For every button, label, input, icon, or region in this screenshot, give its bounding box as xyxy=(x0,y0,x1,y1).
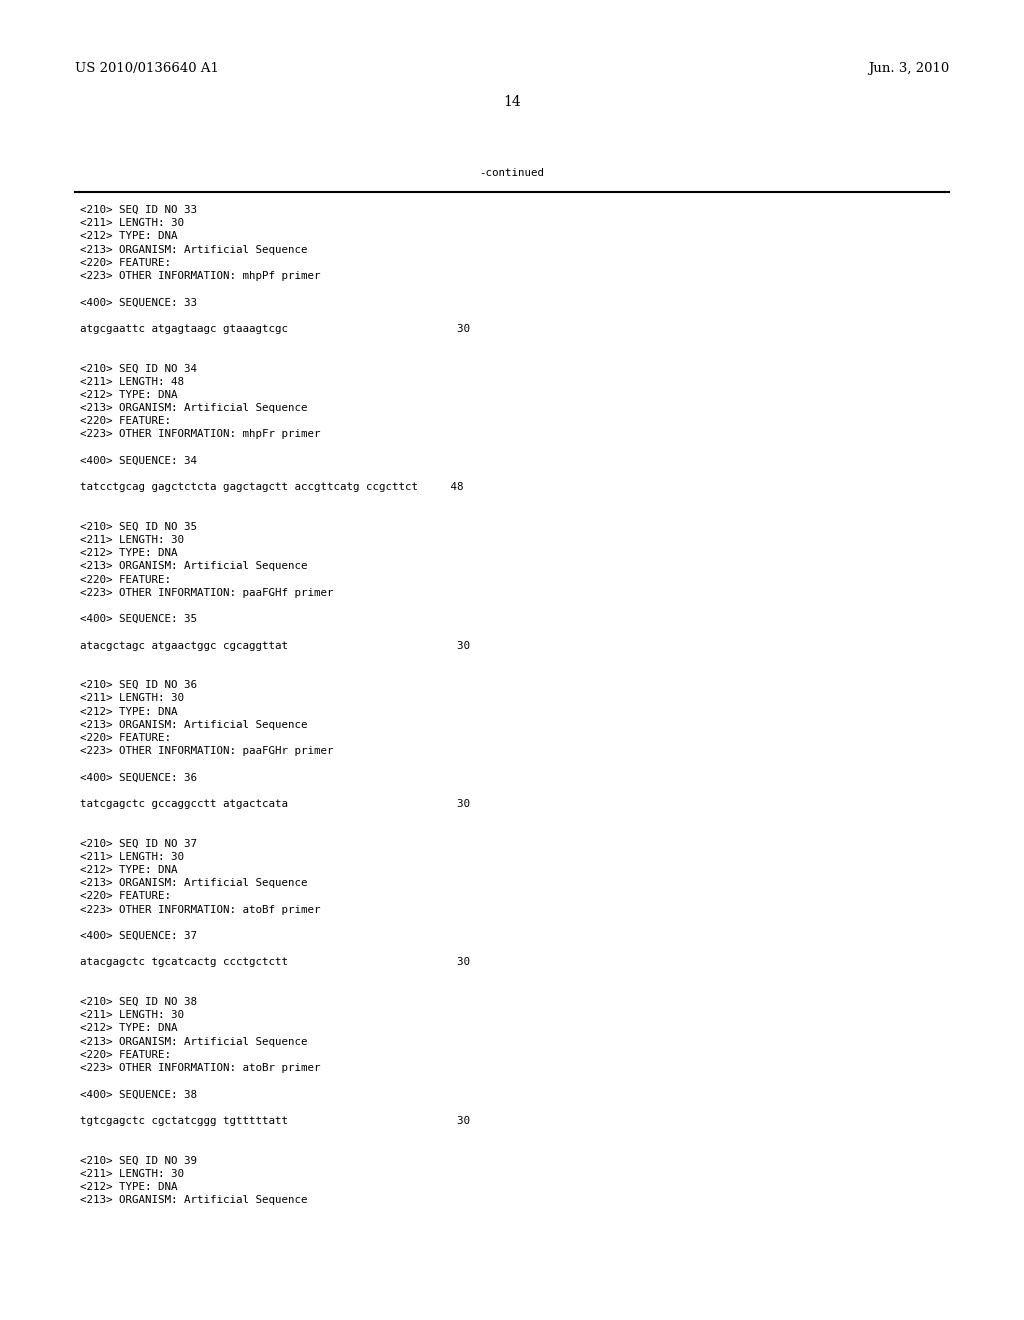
Text: atacgctagc atgaactggc cgcaggttat                          30: atacgctagc atgaactggc cgcaggttat 30 xyxy=(80,640,470,651)
Text: <213> ORGANISM: Artificial Sequence: <213> ORGANISM: Artificial Sequence xyxy=(80,1195,307,1205)
Text: <220> FEATURE:: <220> FEATURE: xyxy=(80,733,171,743)
Text: <212> TYPE: DNA: <212> TYPE: DNA xyxy=(80,706,177,717)
Text: <213> ORGANISM: Artificial Sequence: <213> ORGANISM: Artificial Sequence xyxy=(80,403,307,413)
Text: <211> LENGTH: 30: <211> LENGTH: 30 xyxy=(80,693,184,704)
Text: <211> LENGTH: 30: <211> LENGTH: 30 xyxy=(80,1168,184,1179)
Text: <210> SEQ ID NO 35: <210> SEQ ID NO 35 xyxy=(80,521,197,532)
Text: <212> TYPE: DNA: <212> TYPE: DNA xyxy=(80,1181,177,1192)
Text: 14: 14 xyxy=(503,95,521,110)
Text: US 2010/0136640 A1: US 2010/0136640 A1 xyxy=(75,62,219,75)
Text: <400> SEQUENCE: 38: <400> SEQUENCE: 38 xyxy=(80,1089,197,1100)
Text: <400> SEQUENCE: 33: <400> SEQUENCE: 33 xyxy=(80,297,197,308)
Text: <212> TYPE: DNA: <212> TYPE: DNA xyxy=(80,389,177,400)
Text: <212> TYPE: DNA: <212> TYPE: DNA xyxy=(80,231,177,242)
Text: <210> SEQ ID NO 33: <210> SEQ ID NO 33 xyxy=(80,205,197,215)
Text: Jun. 3, 2010: Jun. 3, 2010 xyxy=(867,62,949,75)
Text: <400> SEQUENCE: 34: <400> SEQUENCE: 34 xyxy=(80,455,197,466)
Text: <212> TYPE: DNA: <212> TYPE: DNA xyxy=(80,865,177,875)
Text: <213> ORGANISM: Artificial Sequence: <213> ORGANISM: Artificial Sequence xyxy=(80,1036,307,1047)
Text: tatcgagctc gccaggcctt atgactcata                          30: tatcgagctc gccaggcctt atgactcata 30 xyxy=(80,799,470,809)
Text: tatcctgcag gagctctcta gagctagctt accgttcatg ccgcttct     48: tatcctgcag gagctctcta gagctagctt accgttc… xyxy=(80,482,464,492)
Text: <211> LENGTH: 30: <211> LENGTH: 30 xyxy=(80,1010,184,1020)
Text: <210> SEQ ID NO 38: <210> SEQ ID NO 38 xyxy=(80,997,197,1007)
Text: <220> FEATURE:: <220> FEATURE: xyxy=(80,257,171,268)
Text: <211> LENGTH: 30: <211> LENGTH: 30 xyxy=(80,851,184,862)
Text: <210> SEQ ID NO 36: <210> SEQ ID NO 36 xyxy=(80,680,197,690)
Text: <212> TYPE: DNA: <212> TYPE: DNA xyxy=(80,1023,177,1034)
Text: <210> SEQ ID NO 34: <210> SEQ ID NO 34 xyxy=(80,363,197,374)
Text: <223> OTHER INFORMATION: mhpPf primer: <223> OTHER INFORMATION: mhpPf primer xyxy=(80,271,321,281)
Text: <213> ORGANISM: Artificial Sequence: <213> ORGANISM: Artificial Sequence xyxy=(80,244,307,255)
Text: atacgagctc tgcatcactg ccctgctctt                          30: atacgagctc tgcatcactg ccctgctctt 30 xyxy=(80,957,470,968)
Text: <223> OTHER INFORMATION: atoBf primer: <223> OTHER INFORMATION: atoBf primer xyxy=(80,904,321,915)
Text: -continued: -continued xyxy=(479,168,545,178)
Text: <213> ORGANISM: Artificial Sequence: <213> ORGANISM: Artificial Sequence xyxy=(80,561,307,572)
Text: <223> OTHER INFORMATION: paaFGHr primer: <223> OTHER INFORMATION: paaFGHr primer xyxy=(80,746,334,756)
Text: <400> SEQUENCE: 37: <400> SEQUENCE: 37 xyxy=(80,931,197,941)
Text: <210> SEQ ID NO 39: <210> SEQ ID NO 39 xyxy=(80,1155,197,1166)
Text: tgtcgagctc cgctatcggg tgtttttatt                          30: tgtcgagctc cgctatcggg tgtttttatt 30 xyxy=(80,1115,470,1126)
Text: <220> FEATURE:: <220> FEATURE: xyxy=(80,574,171,585)
Text: <213> ORGANISM: Artificial Sequence: <213> ORGANISM: Artificial Sequence xyxy=(80,719,307,730)
Text: <211> LENGTH: 30: <211> LENGTH: 30 xyxy=(80,535,184,545)
Text: atgcgaattc atgagtaagc gtaaagtcgc                          30: atgcgaattc atgagtaagc gtaaagtcgc 30 xyxy=(80,323,470,334)
Text: <220> FEATURE:: <220> FEATURE: xyxy=(80,416,171,426)
Text: <212> TYPE: DNA: <212> TYPE: DNA xyxy=(80,548,177,558)
Text: <220> FEATURE:: <220> FEATURE: xyxy=(80,1049,171,1060)
Text: <220> FEATURE:: <220> FEATURE: xyxy=(80,891,171,902)
Text: <211> LENGTH: 30: <211> LENGTH: 30 xyxy=(80,218,184,228)
Text: <210> SEQ ID NO 37: <210> SEQ ID NO 37 xyxy=(80,838,197,849)
Text: <211> LENGTH: 48: <211> LENGTH: 48 xyxy=(80,376,184,387)
Text: <223> OTHER INFORMATION: paaFGHf primer: <223> OTHER INFORMATION: paaFGHf primer xyxy=(80,587,334,598)
Text: <400> SEQUENCE: 36: <400> SEQUENCE: 36 xyxy=(80,772,197,783)
Text: <223> OTHER INFORMATION: atoBr primer: <223> OTHER INFORMATION: atoBr primer xyxy=(80,1063,321,1073)
Text: <223> OTHER INFORMATION: mhpFr primer: <223> OTHER INFORMATION: mhpFr primer xyxy=(80,429,321,440)
Text: <400> SEQUENCE: 35: <400> SEQUENCE: 35 xyxy=(80,614,197,624)
Text: <213> ORGANISM: Artificial Sequence: <213> ORGANISM: Artificial Sequence xyxy=(80,878,307,888)
